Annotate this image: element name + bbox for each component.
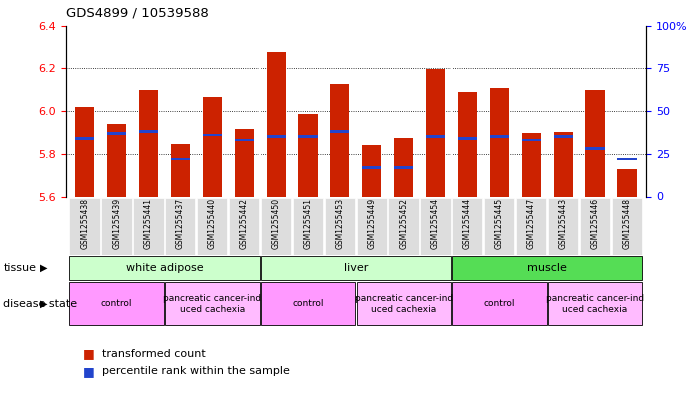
FancyBboxPatch shape — [165, 198, 196, 255]
FancyBboxPatch shape — [516, 198, 547, 255]
Bar — [330, 130, 350, 133]
Bar — [267, 52, 285, 196]
Text: GSM1255441: GSM1255441 — [144, 198, 153, 249]
FancyBboxPatch shape — [548, 198, 578, 255]
Bar — [548, 282, 642, 325]
Bar — [299, 135, 318, 138]
FancyBboxPatch shape — [325, 198, 355, 255]
Text: control: control — [292, 299, 324, 308]
Bar — [70, 256, 260, 281]
FancyBboxPatch shape — [102, 198, 132, 255]
Bar — [426, 69, 445, 196]
Bar — [426, 135, 445, 138]
Text: GSM1255442: GSM1255442 — [240, 198, 249, 249]
FancyBboxPatch shape — [70, 198, 100, 255]
Text: white adipose: white adipose — [126, 263, 203, 273]
Bar — [458, 137, 477, 140]
Text: GSM1255452: GSM1255452 — [399, 198, 408, 249]
FancyBboxPatch shape — [261, 198, 291, 255]
FancyBboxPatch shape — [612, 198, 642, 255]
Text: GSM1255439: GSM1255439 — [112, 198, 121, 249]
Bar — [107, 132, 126, 134]
Text: tissue: tissue — [3, 263, 37, 273]
Bar — [617, 169, 636, 196]
Bar — [235, 129, 254, 196]
Bar — [553, 132, 573, 196]
FancyBboxPatch shape — [133, 198, 164, 255]
Bar — [394, 138, 413, 196]
Text: GSM1255438: GSM1255438 — [80, 198, 89, 249]
Text: GSM1255447: GSM1255447 — [527, 198, 536, 249]
Text: GSM1255451: GSM1255451 — [303, 198, 312, 249]
Text: ▶: ▶ — [40, 299, 48, 309]
Text: GSM1255437: GSM1255437 — [176, 198, 185, 249]
Bar — [267, 135, 285, 138]
Text: GSM1255448: GSM1255448 — [623, 198, 632, 249]
Text: GSM1255445: GSM1255445 — [495, 198, 504, 249]
Bar — [617, 158, 636, 160]
Bar — [490, 88, 509, 196]
Bar — [394, 166, 413, 169]
Bar — [139, 130, 158, 133]
Bar — [362, 166, 381, 169]
Bar — [357, 282, 451, 325]
Bar — [165, 282, 260, 325]
Text: GSM1255444: GSM1255444 — [463, 198, 472, 249]
Bar — [522, 134, 541, 196]
Bar — [75, 107, 95, 196]
Text: GDS4899 / 10539588: GDS4899 / 10539588 — [66, 7, 209, 20]
Bar — [452, 256, 642, 281]
Text: GSM1255440: GSM1255440 — [208, 198, 217, 249]
Text: muscle: muscle — [527, 263, 567, 273]
Bar — [75, 137, 95, 140]
Text: GSM1255454: GSM1255454 — [431, 198, 440, 249]
Bar — [585, 90, 605, 196]
Text: GSM1255446: GSM1255446 — [591, 198, 600, 249]
FancyBboxPatch shape — [580, 198, 610, 255]
Text: pancreatic cancer-ind
uced cachexia: pancreatic cancer-ind uced cachexia — [546, 294, 644, 314]
FancyBboxPatch shape — [388, 198, 419, 255]
Bar — [235, 139, 254, 141]
FancyBboxPatch shape — [197, 198, 227, 255]
Text: ▶: ▶ — [40, 263, 48, 273]
Text: transformed count: transformed count — [102, 349, 205, 359]
Bar — [171, 144, 190, 196]
FancyBboxPatch shape — [484, 198, 514, 255]
Bar — [585, 147, 605, 150]
Bar — [490, 135, 509, 138]
Text: pancreatic cancer-ind
uced cachexia: pancreatic cancer-ind uced cachexia — [354, 294, 453, 314]
Text: pancreatic cancer-ind
uced cachexia: pancreatic cancer-ind uced cachexia — [163, 294, 261, 314]
Bar — [171, 158, 190, 160]
Bar — [261, 256, 451, 281]
Text: GSM1255453: GSM1255453 — [335, 198, 344, 249]
Bar — [202, 134, 222, 136]
Text: disease state: disease state — [3, 299, 77, 309]
Text: GSM1255443: GSM1255443 — [558, 198, 568, 249]
FancyBboxPatch shape — [420, 198, 451, 255]
Text: control: control — [101, 299, 133, 308]
Bar — [330, 84, 350, 196]
Bar — [362, 145, 381, 196]
Bar — [299, 114, 318, 196]
Text: GSM1255450: GSM1255450 — [272, 198, 281, 249]
FancyBboxPatch shape — [229, 198, 259, 255]
Bar — [107, 124, 126, 196]
Bar — [261, 282, 355, 325]
Text: ■: ■ — [83, 347, 95, 360]
Bar — [522, 139, 541, 141]
Bar — [452, 282, 547, 325]
FancyBboxPatch shape — [452, 198, 482, 255]
FancyBboxPatch shape — [357, 198, 387, 255]
FancyBboxPatch shape — [293, 198, 323, 255]
Bar — [70, 282, 164, 325]
Bar — [139, 90, 158, 196]
Text: liver: liver — [343, 263, 368, 273]
Bar — [458, 92, 477, 196]
Text: control: control — [484, 299, 515, 308]
Bar — [553, 135, 573, 138]
Text: ■: ■ — [83, 365, 95, 378]
Text: GSM1255449: GSM1255449 — [368, 198, 377, 249]
Bar — [202, 97, 222, 196]
Text: percentile rank within the sample: percentile rank within the sample — [102, 366, 290, 376]
